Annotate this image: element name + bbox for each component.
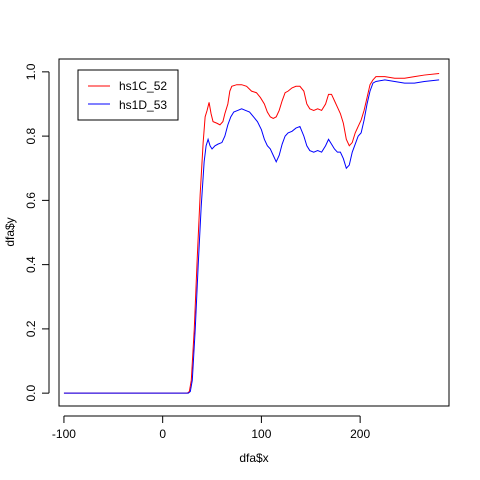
y-axis: 0.0 0.2 0.4 0.6 0.8 1.0 [24,63,50,401]
legend-label-hs1C_52: hs1C_52 [119,79,167,93]
y-axis-title: dfa$y [3,217,17,246]
y-tick-label: 0.2 [24,320,38,337]
y-tick-label: 0.8 [24,127,38,144]
series-layer [63,72,440,394]
y-tick-label: 0.6 [24,192,38,209]
x-tick-label: 200 [350,427,370,441]
y-tick-label: 0.4 [24,256,38,273]
legend: hs1C_52 hs1D_53 [77,69,179,121]
x-tick-label: 100 [251,427,271,441]
legend-label-hs1D_53: hs1D_53 [119,98,167,112]
x-tick-label: -100 [52,427,76,441]
series-line-hs1D_53 [63,79,440,394]
x-tick-label: 0 [159,427,166,441]
y-tick-label: 0.0 [24,384,38,401]
x-axis: -100 0 100 200 [52,415,370,441]
series-line-hs1C_52 [63,72,440,394]
legend-box [77,69,179,121]
y-tick-label: 1.0 [24,63,38,80]
plot-frame [58,58,450,407]
x-axis-title: dfa$x [239,451,268,465]
